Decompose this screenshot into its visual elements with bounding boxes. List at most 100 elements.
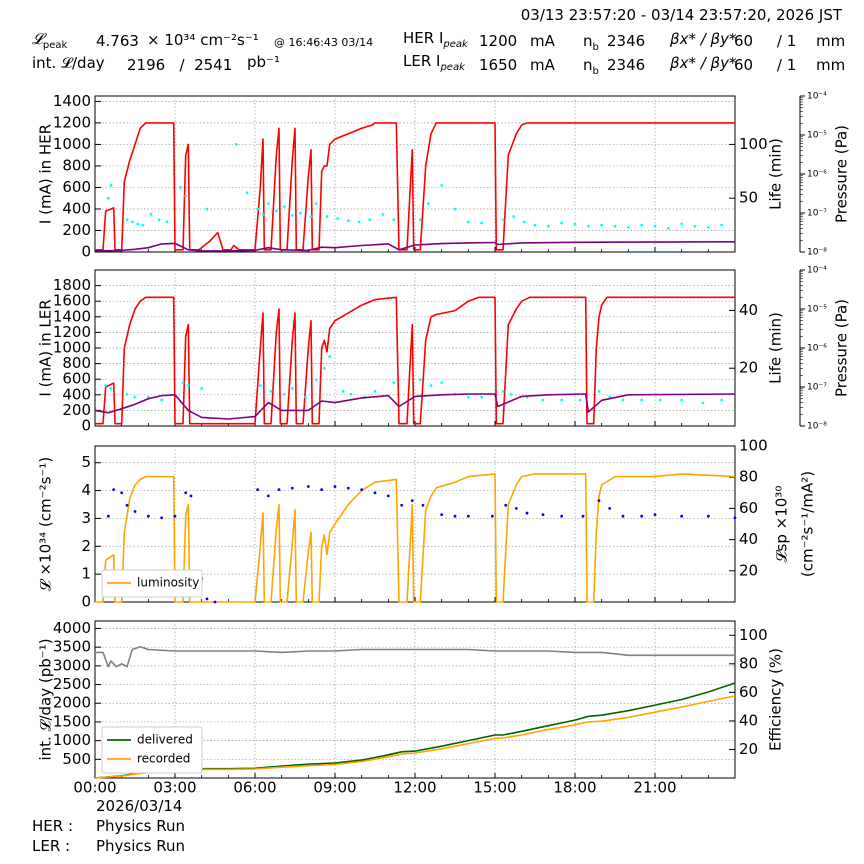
series-life-point xyxy=(298,211,302,215)
y2-tick-label: 100 xyxy=(739,437,768,455)
series-life-point xyxy=(658,398,662,402)
series-life-point xyxy=(322,366,326,370)
series-life-point xyxy=(269,389,273,393)
pressure-tick-label: 10⁻⁷ xyxy=(807,383,827,393)
series-specific-point xyxy=(346,486,350,490)
series-life-point xyxy=(440,183,444,187)
series-specific-point xyxy=(410,499,414,502)
series-specific-point xyxy=(733,516,737,520)
series-life-point xyxy=(501,389,505,393)
series-life-point xyxy=(261,212,265,216)
x-tick-label: 06:00 xyxy=(233,779,276,797)
series-specific-point xyxy=(360,488,364,492)
intl-value: 2196 / 2541 xyxy=(127,56,233,74)
series-specific-point xyxy=(504,503,508,507)
series-specific-point xyxy=(160,516,164,520)
x-tick-label: 00:00 xyxy=(73,779,116,797)
ler-nb-label: nb xyxy=(583,56,599,77)
series-specific-point xyxy=(133,510,137,513)
y-tick-label: 0 xyxy=(81,593,91,611)
series-recorded xyxy=(94,695,736,779)
series-life-point xyxy=(341,389,345,393)
series-specific-point xyxy=(112,488,116,492)
y2-tick-label: 20 xyxy=(739,359,758,377)
ler-ipeak-unit: mA xyxy=(530,56,555,74)
her-ipeak-label: HER Ipeak xyxy=(403,29,468,50)
series-life-point xyxy=(314,378,318,382)
series-life-point xyxy=(109,387,113,390)
series-life-point xyxy=(165,220,169,224)
series-life-point xyxy=(200,387,204,390)
series-life-point xyxy=(256,207,260,211)
pressure-tick-label: 10⁻⁵ xyxy=(807,305,827,315)
series-life-point xyxy=(466,220,470,224)
series-specific-point xyxy=(173,514,177,518)
x-tick-label: 15:00 xyxy=(473,779,516,797)
series-life-point xyxy=(613,224,617,228)
pressure-axis-label: Pressure (Pa) xyxy=(833,125,851,223)
series-specific-point xyxy=(514,507,518,510)
series-specific-point xyxy=(453,514,457,518)
y-tick-label: 5 xyxy=(81,453,91,471)
series-life-point xyxy=(666,226,670,230)
y-tick-label: 2500 xyxy=(53,675,91,693)
series-life-point xyxy=(290,387,294,390)
series-life-point xyxy=(453,207,457,211)
x-tick-label: 03:00 xyxy=(153,779,196,797)
series-life-point xyxy=(466,395,470,399)
series-life-point xyxy=(234,143,238,146)
ler-status: Physics Run xyxy=(96,837,186,855)
series-life-point xyxy=(578,398,582,402)
series-specific-point xyxy=(706,514,710,518)
series-life-point xyxy=(426,202,430,205)
series-specific-point xyxy=(541,513,545,517)
y2-tick-label: 50 xyxy=(739,189,758,207)
y-tick-label: 1 xyxy=(81,565,91,583)
series-life-point xyxy=(178,186,182,189)
ler-ipeak-label: LER Ipeak xyxy=(403,52,465,73)
series-specific-point xyxy=(373,491,377,495)
y-tick-label: 1500 xyxy=(53,712,91,730)
y2-tick-label: 60 xyxy=(739,683,758,701)
series-specific-point xyxy=(490,514,494,518)
series-specific-point xyxy=(680,514,684,518)
series-current xyxy=(95,122,735,251)
series-life-point xyxy=(357,220,361,224)
series-specific-point xyxy=(146,514,150,518)
series-life-point xyxy=(560,221,564,225)
series-life-point xyxy=(205,207,209,211)
series-life-point xyxy=(274,209,278,213)
series-specific-point xyxy=(120,491,124,495)
y-axis-label: I (mA) in HER xyxy=(37,124,55,224)
y-tick-label: 4 xyxy=(81,481,91,499)
series-specific-point xyxy=(266,494,270,498)
series-life-point xyxy=(290,214,294,217)
y-tick-label: 1800 xyxy=(53,276,91,294)
series-specific-point xyxy=(525,511,529,515)
series-life-point xyxy=(429,384,433,387)
series-life-point xyxy=(653,224,657,228)
y-axis-label: int. 𝓛/day (pb⁻¹) xyxy=(37,638,55,760)
series-current xyxy=(95,296,735,425)
series-life-point xyxy=(309,215,313,218)
series-life-point xyxy=(522,220,526,224)
series-life-point xyxy=(349,392,353,396)
series-efficiency xyxy=(95,645,735,668)
series-life-point xyxy=(512,215,516,218)
x-tick-label: 21:00 xyxy=(633,779,676,797)
series-life-point xyxy=(501,218,505,222)
y-tick-label: 4000 xyxy=(53,619,91,637)
y2-tick-label: 100 xyxy=(739,135,768,153)
y-tick-label: 800 xyxy=(62,354,91,372)
series-life-point xyxy=(149,212,153,216)
series-life-point xyxy=(325,215,329,218)
series-life-point xyxy=(104,384,108,387)
series-life-point xyxy=(418,218,422,222)
pressure-tick-label: 10⁻⁸ xyxy=(807,248,827,258)
ler-status-label: LER : xyxy=(32,837,71,855)
y2-axis-label: 𝓛sp ×10³⁰ xyxy=(773,486,791,563)
series-specific-point xyxy=(400,503,404,507)
series-life-point xyxy=(600,223,604,227)
her-ipeak-unit: mA xyxy=(530,32,555,50)
series-life-point xyxy=(440,381,444,385)
